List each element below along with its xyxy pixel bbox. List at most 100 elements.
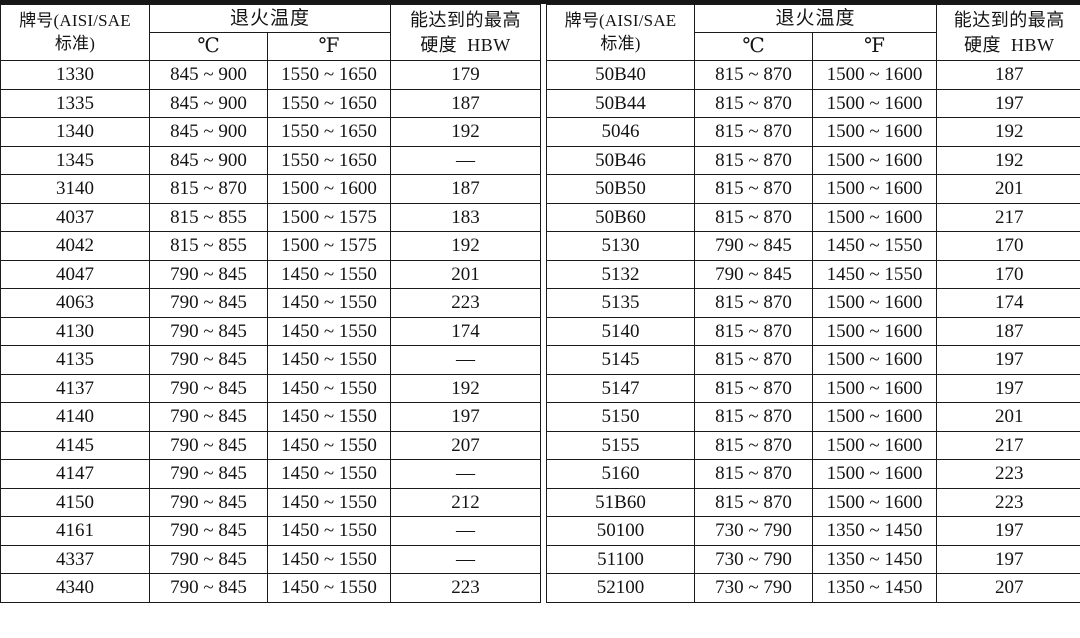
hardness-cell: 174: [936, 288, 1080, 318]
celsius-cell: 815 ~ 870: [694, 60, 814, 90]
table-row: 50B44 815 ~ 870 1500 ~ 1600 197: [546, 88, 1080, 118]
grade-cell: 1345: [0, 145, 150, 175]
hardness-cell: 217: [936, 202, 1080, 232]
grade-cell: 50B60: [546, 202, 696, 232]
fahrenheit-cell: 1500 ~ 1600: [812, 60, 938, 90]
fahrenheit-cell: 1500 ~ 1600: [812, 174, 938, 204]
fahrenheit-cell: 1450 ~ 1550: [266, 544, 392, 574]
grade-cell: 5130: [546, 231, 696, 261]
hardness-cell: 223: [390, 288, 542, 318]
grade-cell: 4042: [0, 231, 150, 261]
hardness-cell: —: [390, 516, 542, 546]
hardness-cell: 212: [390, 487, 542, 517]
table-row: 1345 845 ~ 900 1550 ~ 1650—: [0, 145, 542, 175]
hardness-cell: 192: [390, 373, 542, 403]
grade-cell: 4140: [0, 402, 150, 432]
table-divider: [541, 4, 547, 603]
fahrenheit-cell: 1550 ~ 1650: [266, 60, 392, 90]
table-row: 5145 815 ~ 870 1500 ~ 1600 197: [546, 345, 1080, 375]
grade-cell: 4037: [0, 202, 150, 232]
hardness-cell: 187: [390, 88, 542, 118]
fahrenheit-cell: 1500 ~ 1575: [266, 202, 392, 232]
celsius-cell: 815 ~ 870: [694, 316, 814, 346]
hardness-cell: —: [390, 544, 542, 574]
table-row: 5160 815 ~ 870 1500 ~ 1600 223: [546, 459, 1080, 489]
table-row: 1335 845 ~ 900 1550 ~ 1650 187: [0, 88, 542, 118]
grade-column-header: 牌号(AISI/SAE 标准): [546, 4, 696, 61]
celsius-cell: 790 ~ 845: [149, 430, 268, 460]
grade-cell: 51B60: [546, 487, 696, 517]
grade-cell: 5046: [546, 117, 696, 147]
fahrenheit-cell: 1450 ~ 1550: [266, 487, 392, 517]
table-row: 50B60 815 ~ 870 1500 ~ 1600 217: [546, 202, 1080, 232]
table-row: 5150 815 ~ 870 1500 ~ 1600 201: [546, 402, 1080, 432]
table-row: 4042 815 ~ 855 1500 ~ 1575 192: [0, 231, 542, 261]
fahrenheit-cell: 1450 ~ 1550: [266, 573, 392, 603]
fahrenheit-cell: 1450 ~ 1550: [812, 231, 938, 261]
celsius-cell: 790 ~ 845: [149, 516, 268, 546]
celsius-cell: 815 ~ 870: [694, 117, 814, 147]
grade-cell: 50B44: [546, 88, 696, 118]
celsius-cell: 845 ~ 900: [149, 117, 268, 147]
fahrenheit-column-header: ℉: [266, 32, 392, 61]
tables-container: 牌号(AISI/SAE 标准) 退火温度 能达到的最高 硬度 HBW ℃ ℉ 1…: [0, 0, 1080, 603]
celsius-cell: 845 ~ 900: [149, 145, 268, 175]
fahrenheit-cell: 1550 ~ 1650: [266, 88, 392, 118]
table-header-left: 牌号(AISI/SAE 标准) 退火温度 能达到的最高 硬度 HBW ℃ ℉: [0, 4, 542, 61]
hardness-cell: 187: [936, 316, 1080, 346]
table-row: 51100 730 ~ 790 1350 ~ 1450 197: [546, 544, 1080, 574]
table-row: 4140 790 ~ 845 1450 ~ 1550 197: [0, 402, 542, 432]
grade-cell: 5135: [546, 288, 696, 318]
celsius-cell: 790 ~ 845: [149, 459, 268, 489]
grade-cell: 1335: [0, 88, 150, 118]
table-row: 5130 790 ~ 845 1450 ~ 1550 170: [546, 231, 1080, 261]
celsius-cell: 815 ~ 870: [694, 202, 814, 232]
hardness-cell: 207: [936, 573, 1080, 603]
celsius-cell: 790 ~ 845: [149, 402, 268, 432]
celsius-cell: 815 ~ 870: [694, 174, 814, 204]
hardness-cell: 192: [390, 117, 542, 147]
grade-cell: 5160: [546, 459, 696, 489]
grade-cell: 4145: [0, 430, 150, 460]
grade-cell: 4047: [0, 259, 150, 289]
celsius-cell: 815 ~ 870: [694, 373, 814, 403]
anneal-temp-header: 退火温度: [694, 4, 938, 33]
table-row: 5140 815 ~ 870 1500 ~ 1600 187: [546, 316, 1080, 346]
grade-cell: 5150: [546, 402, 696, 432]
celsius-cell: 815 ~ 855: [149, 231, 268, 261]
hardness-cell: 192: [936, 145, 1080, 175]
hardness-cell: 197: [936, 88, 1080, 118]
annealing-table-right: 牌号(AISI/SAE 标准) 退火温度 能达到的最高 硬度 HBW ℃ ℉ 5…: [546, 4, 1080, 603]
celsius-cell: 815 ~ 870: [694, 345, 814, 375]
hardness-cell: —: [390, 345, 542, 375]
grade-cell: 3140: [0, 174, 150, 204]
celsius-column-header: ℃: [694, 32, 814, 61]
hardness-cell: 187: [390, 174, 542, 204]
table-row: 4145 790 ~ 845 1450 ~ 1550 207: [0, 430, 542, 460]
hardness-column-header: 能达到的最高 硬度 HBW: [936, 4, 1080, 61]
grade-cell: 4137: [0, 373, 150, 403]
hardness-cell: 201: [936, 402, 1080, 432]
hardness-cell: 179: [390, 60, 542, 90]
table-row: 4340 790 ~ 845 1450 ~ 1550 223: [0, 573, 542, 603]
fahrenheit-cell: 1500 ~ 1600: [812, 288, 938, 318]
hardness-cell: 201: [390, 259, 542, 289]
fahrenheit-cell: 1450 ~ 1550: [266, 516, 392, 546]
fahrenheit-cell: 1450 ~ 1550: [266, 373, 392, 403]
fahrenheit-column-header: ℉: [812, 32, 937, 61]
anneal-temp-header: 退火温度: [148, 4, 392, 33]
table-row: 50B46 815 ~ 870 1500 ~ 1600 192: [546, 145, 1080, 175]
annealing-table-left: 牌号(AISI/SAE 标准) 退火温度 能达到的最高 硬度 HBW ℃ ℉ 1…: [0, 4, 542, 603]
table-row: 5046 815 ~ 870 1500 ~ 1600 192: [546, 117, 1080, 147]
fahrenheit-cell: 1500 ~ 1600: [812, 487, 938, 517]
table-row: 50B50 815 ~ 870 1500 ~ 1600 201: [546, 174, 1080, 204]
grade-cell: 1340: [0, 117, 150, 147]
celsius-cell: 845 ~ 900: [149, 88, 268, 118]
hardness-cell: —: [390, 145, 542, 175]
celsius-cell: 815 ~ 870: [694, 288, 814, 318]
table-header-right: 牌号(AISI/SAE 标准) 退火温度 能达到的最高 硬度 HBW ℃ ℉: [546, 4, 1080, 61]
hardness-cell: 197: [390, 402, 542, 432]
celsius-cell: 790 ~ 845: [149, 259, 268, 289]
table-row: 5132 790 ~ 845 1450 ~ 1550 170: [546, 259, 1080, 289]
fahrenheit-cell: 1500 ~ 1600: [812, 373, 938, 403]
